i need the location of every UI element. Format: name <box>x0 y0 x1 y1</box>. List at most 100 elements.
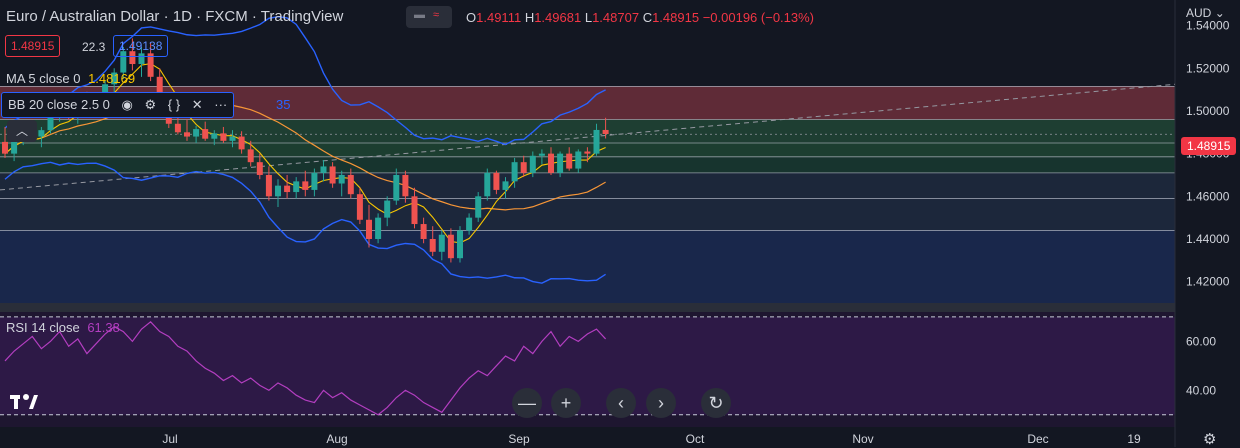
gear-icon[interactable]: ⚙ <box>144 97 157 112</box>
candle-body-55 <box>502 181 509 190</box>
candle-body-62 <box>566 153 573 169</box>
candle-body-40 <box>366 219 372 239</box>
buy-price-button[interactable]: 1.49138 <box>113 35 169 57</box>
ohlc-open-value: 1.49111 <box>476 10 522 25</box>
last-price-tag: 1.48915 <box>1181 137 1237 155</box>
close-icon[interactable]: ✕ <box>191 97 203 112</box>
bb-lower-band <box>4 161 606 284</box>
price-tick-label-0: 1.54000 <box>1186 19 1230 33</box>
bb-upper-band <box>4 15 606 146</box>
candle-body-21 <box>193 129 200 137</box>
candle-body-44 <box>402 174 409 197</box>
candle-body-1 <box>11 138 18 154</box>
pane-separator <box>0 303 1240 312</box>
candle-body-27 <box>247 149 254 163</box>
ohlc-close-value: 1.48915 <box>652 10 700 25</box>
time-tick-label-5: Dec <box>1027 432 1048 446</box>
candle-body-13 <box>120 51 127 73</box>
ohlc-low-value: 1.48707 <box>592 10 640 25</box>
candle-body-12 <box>111 72 118 85</box>
scroll-right-button[interactable]: › <box>646 388 676 418</box>
rsi-legend[interactable]: RSI 14 close 61.38 <box>6 320 120 335</box>
price-tick-label-6: 1.42000 <box>1186 275 1230 289</box>
bb-legend[interactable]: BB 20 close 2.5 0 ◉ ⚙ { } ✕ ··· <box>1 92 235 118</box>
candle-body-50 <box>457 230 463 259</box>
candle-body-26 <box>238 136 245 150</box>
candle-body-60 <box>548 153 554 173</box>
reset-chart-button[interactable]: ↻ <box>701 388 731 418</box>
candle-body-19 <box>174 123 181 133</box>
candle-body-23 <box>211 133 218 139</box>
time-tick-label-1: Aug <box>326 432 347 446</box>
candle-body-31 <box>284 185 291 193</box>
rsi-band <box>0 316 1175 415</box>
zone-3 <box>0 156 1175 173</box>
scroll-left-button[interactable]: ‹ <box>606 388 636 418</box>
eye-icon[interactable]: ◉ <box>121 97 133 112</box>
candle-body-28 <box>256 162 263 175</box>
currency-menu[interactable]: AUD ⌄ <box>1186 6 1225 20</box>
zoom-out-button[interactable]: — <box>512 388 542 418</box>
ohlc-change: −0.00196 (−0.13%) <box>702 10 815 25</box>
more-icon[interactable]: ··· <box>214 97 228 112</box>
spread-value: 22.3 <box>82 40 106 54</box>
wave-icon: ≈ <box>433 9 440 21</box>
collapse-legend-button[interactable]: ︿ <box>7 120 37 142</box>
zone-1 <box>0 119 1175 143</box>
candle-body-37 <box>338 174 345 184</box>
rsi-line <box>4 320 607 416</box>
candle-body-45 <box>411 196 418 225</box>
candle-body-57 <box>520 162 527 173</box>
currency-label: AUD <box>1186 6 1212 20</box>
candle-body-17 <box>156 76 163 101</box>
zone-5 <box>0 198 1175 231</box>
time-tick-label-0: Jul <box>162 432 177 446</box>
zoom-in-button[interactable]: + <box>551 388 581 418</box>
source-code-icon[interactable]: { } <box>167 97 181 112</box>
ma-legend[interactable]: MA 5 close 0 1.48169 <box>6 71 135 86</box>
ma-label: MA 5 close 0 <box>6 71 81 86</box>
sell-price-button[interactable]: 1.48915 <box>5 35 61 57</box>
candle-body-25 <box>229 136 236 141</box>
time-tick-label-4: Nov <box>852 432 873 446</box>
candle-body-33 <box>302 181 309 190</box>
settings-gear-icon[interactable]: ⚙ <box>1203 431 1217 448</box>
symbol-title[interactable]: Euro / Australian Dollar · 1D · FXCM · T… <box>6 8 344 25</box>
bb-label: BB 20 close 2.5 0 <box>8 97 110 112</box>
candle-body-54 <box>493 172 500 190</box>
time-tick-label-2: Sep <box>508 432 530 446</box>
candle-body-30 <box>275 185 281 197</box>
candle-body-51 <box>466 217 473 231</box>
candle-body-5 <box>47 116 54 131</box>
candle-body-22 <box>202 129 209 139</box>
candle-body-32 <box>293 181 300 193</box>
time-axis-bg <box>0 427 1240 447</box>
chevron-down-icon: ⌄ <box>1214 6 1225 20</box>
zone-4 <box>0 172 1175 199</box>
tradingview-logo[interactable] <box>0 383 44 417</box>
candle-body-0 <box>2 141 8 154</box>
bb-basis-line <box>4 101 606 211</box>
price-tick-label-1: 1.52000 <box>1186 61 1230 75</box>
ohlc-low-key: L <box>584 10 593 25</box>
ohlc-high-key: H <box>524 10 535 25</box>
candle-body-38 <box>347 174 354 195</box>
rsi-tick-label-0: 60.00 <box>1186 334 1216 348</box>
ohlc-open-key: O <box>466 10 477 25</box>
candle-body-64 <box>584 151 591 154</box>
ohlc-high-value: 1.49681 <box>534 10 582 25</box>
time-tick-label-3: Oct <box>686 432 705 446</box>
bb-value: 35 <box>276 97 291 112</box>
candle-body-24 <box>220 133 227 141</box>
candle-body-35 <box>320 166 327 173</box>
candle-body-63 <box>575 151 582 169</box>
candle-body-59 <box>538 153 545 156</box>
candle-body-47 <box>429 238 436 252</box>
candle-body-48 <box>438 234 445 252</box>
eye-icon: ▬ <box>414 9 425 21</box>
visibility-toggle[interactable]: ▬ ≈ <box>406 6 452 28</box>
candle-body-43 <box>393 174 400 201</box>
ohlc-readout: O1.49111 H1.49681 L1.48707 C1.48915 −0.0… <box>466 10 814 25</box>
